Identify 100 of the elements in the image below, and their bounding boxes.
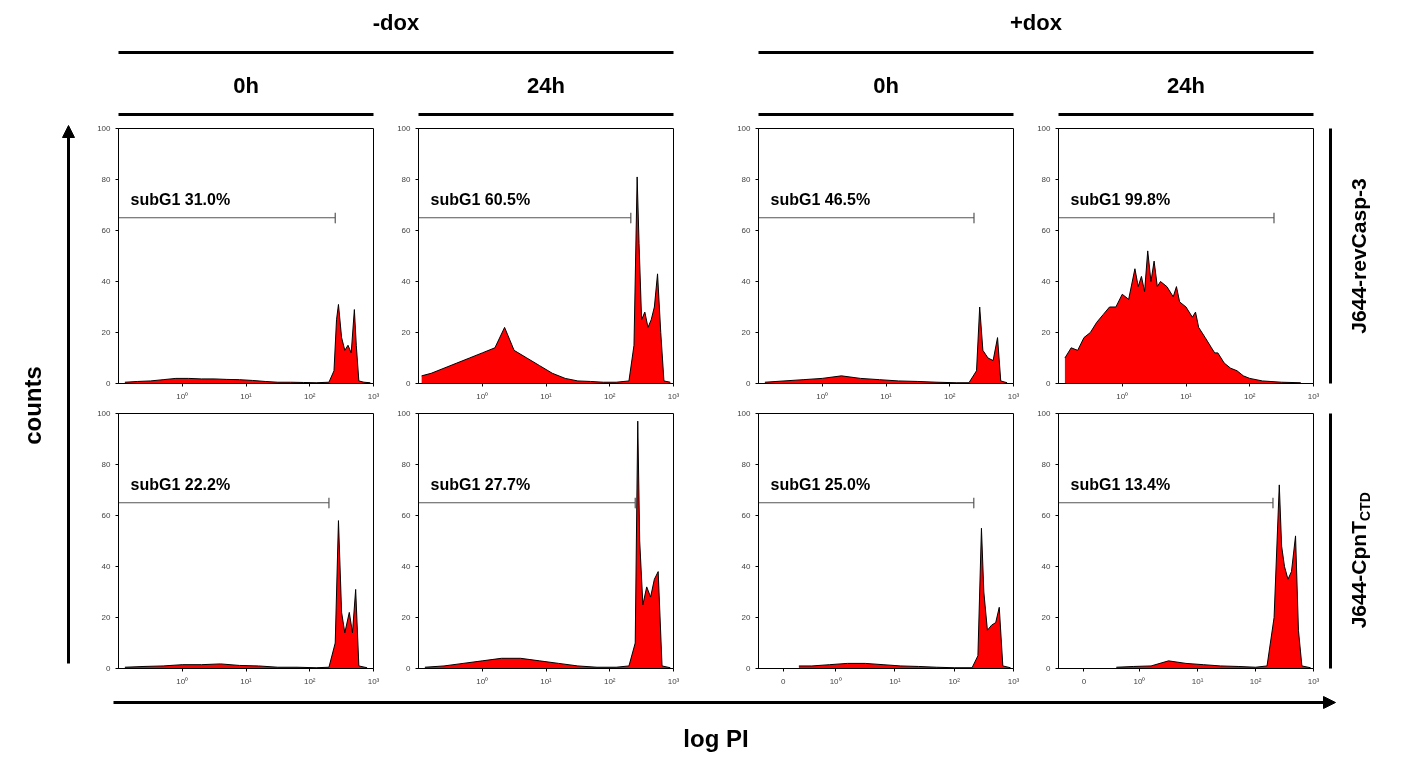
- x-tick-label: 10²: [943, 391, 956, 401]
- x-tick-label: 10²: [1249, 676, 1262, 686]
- x-tick-label: 10¹: [889, 676, 902, 686]
- y-tick-label: 60: [401, 226, 412, 235]
- y-tick-label: 20: [1041, 328, 1052, 337]
- x-tick-label: 10⁰: [1116, 391, 1129, 401]
- y-tick-label: 20: [1041, 613, 1052, 622]
- x-tick-label: 10³: [1007, 391, 1020, 401]
- x-tick-label: 10⁰: [1133, 676, 1146, 686]
- text: log PI: [683, 725, 749, 752]
- y-tick-label: 40: [101, 277, 112, 286]
- y-tick-label: 0: [746, 379, 752, 388]
- y-tick-label: 100: [1037, 124, 1052, 133]
- y-tick-label: 20: [741, 613, 752, 622]
- series-label: subG1 46.5%: [770, 190, 871, 208]
- x-tick-label: 10²: [603, 676, 616, 686]
- y-tick-label: 100: [737, 124, 752, 133]
- y-tick-label: 40: [1041, 277, 1052, 286]
- x-tick-label: 10³: [367, 391, 380, 401]
- x-tick-label: 10⁰: [816, 391, 829, 401]
- y-tick-label: 20: [401, 613, 412, 622]
- series-label: subG1 60.5%: [430, 190, 531, 208]
- y-axis-title: counts: [19, 366, 46, 445]
- text: +dox: [1010, 10, 1063, 35]
- x-tick-label: 10⁰: [176, 676, 189, 686]
- y-tick-label: 100: [1037, 409, 1052, 418]
- y-tick-label: 40: [1041, 562, 1052, 571]
- y-tick-label: 0: [1046, 664, 1052, 673]
- series-label: subG1 31.0%: [130, 190, 231, 208]
- y-tick-label: 0: [406, 379, 412, 388]
- y-tick-label: 100: [397, 124, 412, 133]
- y-tick-label: 0: [1046, 379, 1052, 388]
- x-tick-label: 10¹: [540, 676, 553, 686]
- y-tick-label: 80: [401, 175, 412, 184]
- x-tick-label: 10³: [1307, 391, 1320, 401]
- y-tick-label: 40: [101, 562, 112, 571]
- series-label: subG1 13.4%: [1070, 475, 1171, 493]
- series-label: subG1 25.0%: [770, 475, 871, 493]
- y-tick-label: 40: [401, 562, 412, 571]
- text: -dox: [372, 10, 420, 35]
- y2-axis-title: J644-CpnTCTD: [1347, 492, 1373, 629]
- x-tick-label: 10⁰: [476, 391, 489, 401]
- series-label: subG1 27.7%: [430, 475, 531, 493]
- y-tick-label: 60: [101, 226, 112, 235]
- y-tick-label: 80: [1041, 175, 1052, 184]
- y2-axis-title: J644-revCasp-3: [1347, 178, 1370, 334]
- x-tick-label: 10⁰: [829, 676, 842, 686]
- chart-title: 0h: [233, 73, 259, 98]
- x-tick-label: 10¹: [1191, 676, 1204, 686]
- x-tick-label: 10³: [1007, 676, 1020, 686]
- chart-title: 24h: [527, 73, 565, 98]
- y-tick-label: 80: [101, 460, 112, 469]
- x-tick-label: 10¹: [240, 391, 253, 401]
- y-tick-label: 0: [746, 664, 752, 673]
- x-tick-label: 10²: [303, 676, 316, 686]
- x-tick-label: 10¹: [1180, 391, 1193, 401]
- x-tick-label: 10³: [1307, 676, 1320, 686]
- x-tick-label: 10³: [367, 676, 380, 686]
- y-tick-label: 20: [101, 328, 112, 337]
- y-tick-label: 60: [741, 511, 752, 520]
- y-tick-label: 100: [397, 409, 412, 418]
- x-tick-label: 0: [1081, 676, 1087, 686]
- y-tick-label: 100: [737, 409, 752, 418]
- y-tick-label: 100: [97, 409, 112, 418]
- y-tick-label: 60: [1041, 511, 1052, 520]
- x-tick-label: 10⁰: [176, 391, 189, 401]
- y-tick-label: 80: [1041, 460, 1052, 469]
- y-tick-label: 60: [1041, 226, 1052, 235]
- y-tick-label: 0: [406, 664, 412, 673]
- x-tick-label: 10³: [667, 391, 680, 401]
- y-tick-label: 60: [401, 511, 412, 520]
- y-tick-label: 40: [401, 277, 412, 286]
- x-tick-label: 10³: [667, 676, 680, 686]
- y-tick-label: 80: [101, 175, 112, 184]
- y-tick-label: 0: [106, 664, 112, 673]
- x-tick-label: 10⁰: [476, 676, 489, 686]
- y-tick-label: 80: [741, 175, 752, 184]
- series-label: subG1 99.8%: [1070, 190, 1171, 208]
- x-tick-label: 0: [780, 676, 786, 686]
- y-tick-label: 80: [741, 460, 752, 469]
- y-tick-label: 40: [741, 277, 752, 286]
- x-tick-label: 10¹: [880, 391, 893, 401]
- y-tick-label: 80: [401, 460, 412, 469]
- y-tick-label: 20: [741, 328, 752, 337]
- y-tick-label: 60: [741, 226, 752, 235]
- chart-title: 24h: [1167, 73, 1205, 98]
- y-tick-label: 20: [101, 613, 112, 622]
- series-label: subG1 22.2%: [130, 475, 231, 493]
- x-tick-label: 10¹: [540, 391, 553, 401]
- x-tick-label: 10²: [603, 391, 616, 401]
- x-tick-label: 10²: [303, 391, 316, 401]
- chart-title: 0h: [873, 73, 899, 98]
- y-tick-label: 60: [101, 511, 112, 520]
- x-tick-label: 10²: [948, 676, 961, 686]
- x-tick-label: 10²: [1243, 391, 1256, 401]
- y-tick-label: 0: [106, 379, 112, 388]
- y-tick-label: 100: [97, 124, 112, 133]
- y-tick-label: 40: [741, 562, 752, 571]
- y-tick-label: 20: [401, 328, 412, 337]
- x-tick-label: 10¹: [240, 676, 253, 686]
